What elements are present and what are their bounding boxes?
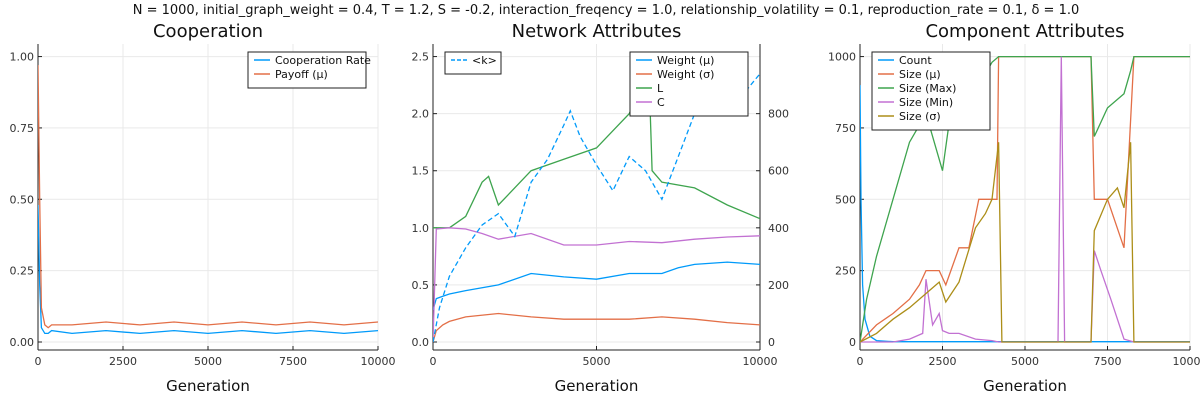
x-tick-label: 2500 xyxy=(109,355,137,368)
y-tick-label: 500 xyxy=(835,193,856,206)
y2-tick-label: 800 xyxy=(768,108,789,121)
chart-title: Cooperation xyxy=(153,21,263,42)
legend-box xyxy=(444,51,502,75)
series-line-weight- xyxy=(433,312,760,343)
y-tick-label: 250 xyxy=(835,265,856,278)
y-tick-label: 2.5 xyxy=(412,51,430,64)
legend-label: Weight (μ) xyxy=(657,54,714,67)
series-line-cooperation-rate xyxy=(38,204,378,335)
y-tick-label: 0.25 xyxy=(10,265,35,278)
x-tick-label: 10000 xyxy=(743,355,778,368)
legend: <k> xyxy=(444,51,502,75)
y-tick-label: 1.5 xyxy=(412,165,430,178)
y2-tick-label: 0 xyxy=(768,336,775,349)
legend-label: Cooperation Rate xyxy=(275,54,371,67)
x-tick-label: 2500 xyxy=(929,355,957,368)
chart-panel-1: 0 2500 5000 7500 10000 0.00 0.25 0.50 0.75 1.00 Co… xyxy=(10,21,396,395)
x-tick-label: 0 xyxy=(35,355,42,368)
chart-title: Network Attributes xyxy=(512,21,682,42)
x-tick-label: 0 xyxy=(430,355,437,368)
y2-tick-label: 600 xyxy=(768,165,789,178)
legend-label: Size (Min) xyxy=(899,96,953,109)
legend-label: Weight (σ) xyxy=(657,68,714,81)
y-tick-label: 0 xyxy=(849,336,856,349)
x-tick-label: 5000 xyxy=(1011,355,1039,368)
x-axis-label: Generation xyxy=(983,377,1067,395)
legend-box xyxy=(629,51,749,117)
y-tick-label: 0.50 xyxy=(10,193,35,206)
chart-title: Component Attributes xyxy=(925,21,1124,42)
x-tick-label: 10000 xyxy=(1173,355,1200,368)
x-tick-label: 7500 xyxy=(1094,355,1122,368)
figure-suptitle: N = 1000, initial_graph_weight = 0.4, T … xyxy=(133,3,1080,18)
y-tick-label: 750 xyxy=(835,122,856,135)
series-line-weight- xyxy=(433,261,760,311)
legend-label: <k> xyxy=(472,54,497,67)
legend-label: Size (σ) xyxy=(899,110,941,123)
y-tick-label: 1.0 xyxy=(412,222,430,235)
y-tick-label: 0.5 xyxy=(412,279,430,292)
x-tick-label: 0 xyxy=(857,355,864,368)
series-line-payoff- xyxy=(38,65,378,329)
y2-tick-label: 200 xyxy=(768,279,789,292)
y2-tick-label: 400 xyxy=(768,222,789,235)
y-tick-label: 1000 xyxy=(828,51,856,64)
x-axis-label: Generation xyxy=(166,377,250,395)
x-tick-label: 10000 xyxy=(361,355,396,368)
legend-box xyxy=(247,51,367,89)
legend-label: Size (μ) xyxy=(899,68,941,81)
x-axis-label: Generation xyxy=(555,377,639,395)
x-tick-label: 5000 xyxy=(583,355,611,368)
legend-label: Size (Max) xyxy=(899,82,956,95)
series-line-size- xyxy=(860,142,1190,343)
x-tick-label: 5000 xyxy=(194,355,222,368)
chart-panel-2: 0 5000 10000 0.0 0.5 1.0 1.5 2.0 2.5 0 200 400 600 80… xyxy=(412,21,790,395)
series-line-size-max- xyxy=(860,55,1190,343)
legend-label: C xyxy=(657,96,665,109)
legend-label: L xyxy=(657,82,664,95)
legend: Weight (μ)Weight (σ)LC xyxy=(629,51,749,117)
series-line-size-min- xyxy=(860,56,1190,343)
y-tick-label: 0.00 xyxy=(10,336,35,349)
y-tick-label: 2.0 xyxy=(412,108,430,121)
y-tick-label: 1.00 xyxy=(10,51,35,64)
y-tick-label: 0.0 xyxy=(412,336,430,349)
x-tick-label: 7500 xyxy=(279,355,307,368)
legend-label: Count xyxy=(899,54,932,67)
legend-label: Payoff (μ) xyxy=(275,68,328,81)
chart-panel-3: 0 2500 5000 7500 10000 0 250 500 750 1000 Componen… xyxy=(828,21,1200,395)
legend-box xyxy=(871,51,991,131)
y-tick-label: 0.75 xyxy=(10,122,35,135)
series-line-c xyxy=(433,227,760,343)
